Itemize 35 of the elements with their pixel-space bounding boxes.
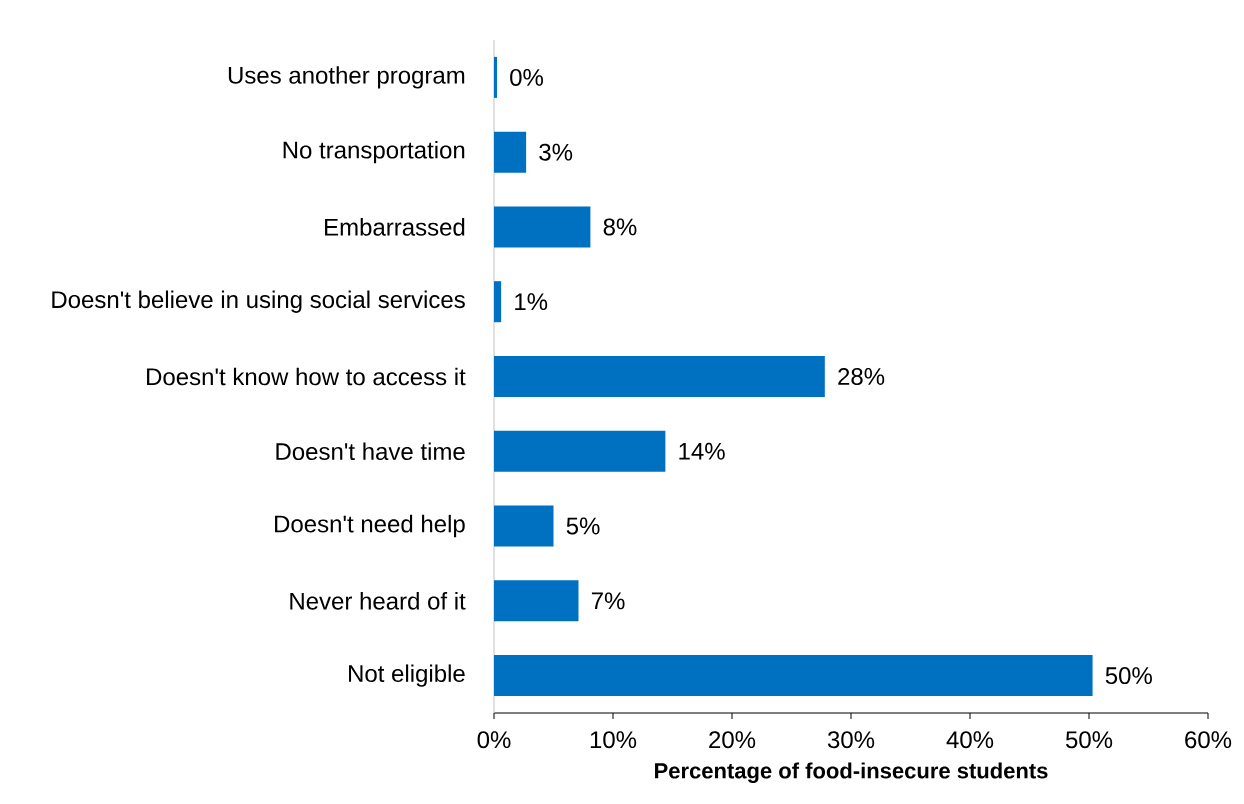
bar <box>494 505 554 547</box>
y-tick-label: Doesn't know how to access it <box>147 367 466 386</box>
bar <box>494 655 1093 697</box>
y-tick-label: Doesn't have time <box>276 442 465 461</box>
data-label: 0% <box>510 68 544 86</box>
x-tick-label: 50% <box>1065 731 1113 749</box>
x-tick-label: 10% <box>590 731 637 749</box>
x-tick-label: 30% <box>827 731 875 749</box>
bar <box>494 281 502 323</box>
data-label: 5% <box>566 517 600 535</box>
y-tick-label: Uses another program <box>228 66 465 89</box>
y-tick-label: Not eligible <box>349 664 465 687</box>
data-label: 3% <box>539 143 573 161</box>
y-tick-label: Never heard of it <box>290 592 466 610</box>
y-tick-label: Doesn't believe in using social services <box>52 290 465 313</box>
x-tick-label: 20% <box>709 731 756 749</box>
bar <box>494 56 497 98</box>
bar <box>494 206 591 248</box>
data-label: 50% <box>1105 667 1152 685</box>
x-tick-label: 40% <box>946 731 994 749</box>
data-label: 7% <box>591 592 625 610</box>
x-tick-label: 0% <box>477 731 511 749</box>
x-tick-label: 60% <box>1185 731 1232 749</box>
bar <box>494 580 579 622</box>
y-tick-label: Doesn't need help <box>275 514 465 538</box>
y-tick-label: Embarrassed <box>325 218 465 236</box>
data-label: 8% <box>603 218 637 236</box>
bar <box>494 131 527 173</box>
data-label: 1% <box>515 293 548 311</box>
data-label: 14% <box>679 442 725 460</box>
x-axis-title: Percentage of food-insecure students <box>655 762 1048 783</box>
bar <box>494 355 825 397</box>
bar <box>494 430 666 472</box>
data-label: 28% <box>838 367 885 385</box>
y-tick-label: No transportation <box>283 140 465 164</box>
